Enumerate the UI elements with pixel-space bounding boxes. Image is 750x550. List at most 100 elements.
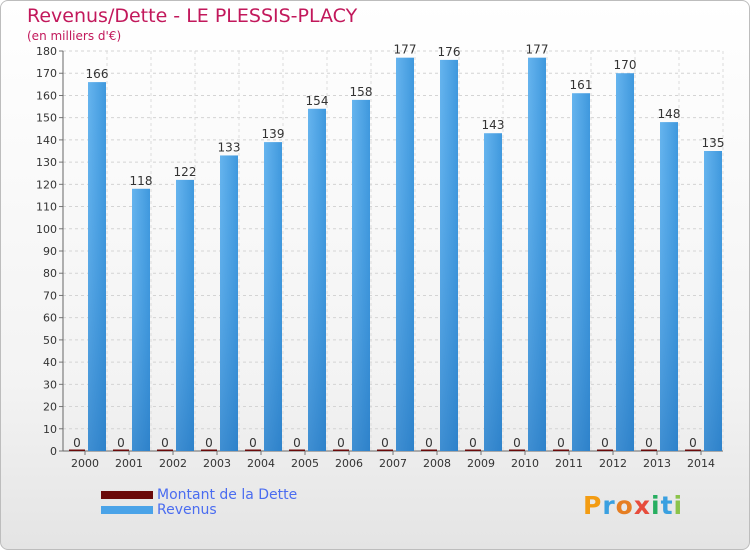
revenue-bar-shade <box>220 155 238 451</box>
revenue-bar-shade <box>484 133 502 451</box>
debt-value-label: 0 <box>601 436 609 450</box>
revenue-value-label: 133 <box>218 140 241 154</box>
revenue-value-label: 177 <box>394 43 417 57</box>
debt-value-label: 0 <box>73 436 81 450</box>
y-tick-label: 60 <box>43 312 57 325</box>
debt-value-label: 0 <box>469 436 477 450</box>
chart-title: Revenus/Dette - LE PLESSIS-PLACY <box>27 5 358 27</box>
x-tick-label: 2012 <box>599 457 627 470</box>
logo-letter: x <box>633 491 651 520</box>
debt-bar <box>289 449 305 451</box>
y-tick-label: 20 <box>43 401 57 414</box>
debt-bar <box>685 449 701 451</box>
x-tick-label: 2003 <box>203 457 231 470</box>
revenue-value-label: 158 <box>350 85 373 99</box>
debt-bar <box>597 449 613 451</box>
x-tick-label: 2001 <box>115 457 143 470</box>
y-tick-label: 90 <box>43 245 57 258</box>
y-tick-label: 100 <box>36 223 57 236</box>
y-tick-label: 110 <box>36 201 57 214</box>
x-tick-label: 2009 <box>467 457 495 470</box>
debt-bar <box>201 449 217 451</box>
y-tick-label: 130 <box>36 156 57 169</box>
legend-item-debt: Montant de la Dette <box>101 487 297 503</box>
logo-letter: r <box>602 491 616 520</box>
revenue-value-label: 143 <box>482 118 505 132</box>
x-tick-label: 2000 <box>71 457 99 470</box>
y-tick-label: 50 <box>43 334 57 347</box>
y-tick-label: 80 <box>43 267 57 280</box>
revenue-value-label: 154 <box>306 94 329 108</box>
legend-item-revenue: Revenus <box>101 502 297 518</box>
revenue-value-label: 139 <box>262 127 285 141</box>
debt-value-label: 0 <box>117 436 125 450</box>
logo-letter: t <box>660 491 674 520</box>
x-tick-label: 2005 <box>291 457 319 470</box>
debt-value-label: 0 <box>205 436 213 450</box>
chart-subtitle: (en milliers d'€) <box>27 29 122 43</box>
debt-bar <box>245 449 261 451</box>
revenue-bar-shade <box>572 93 590 451</box>
revenue-value-label: 161 <box>570 78 593 92</box>
logo-letter: P <box>583 491 603 520</box>
debt-value-label: 0 <box>337 436 345 450</box>
revenue-value-label: 176 <box>438 45 461 59</box>
y-tick-label: 70 <box>43 289 57 302</box>
logo-letter: i <box>651 491 661 520</box>
proxiti-logo: Proxiti <box>583 491 683 520</box>
revenue-value-label: 148 <box>658 107 681 121</box>
revenue-value-label: 135 <box>702 136 725 150</box>
x-tick-label: 2008 <box>423 457 451 470</box>
y-tick-label: 150 <box>36 112 57 125</box>
debt-value-label: 0 <box>425 436 433 450</box>
x-tick-label: 2002 <box>159 457 187 470</box>
revenue-value-label: 170 <box>614 58 637 72</box>
debt-bar <box>641 449 657 451</box>
y-tick-label: 160 <box>36 89 57 102</box>
debt-bar <box>157 449 173 451</box>
revenue-bar-shade <box>352 99 370 451</box>
logo-letter: o <box>615 491 634 520</box>
labels: 0 10 20 30 40 50 60 70 80 90 100 110 120 130 140 150 160… <box>36 43 724 470</box>
revenue-bar-shade <box>132 188 150 451</box>
debt-value-label: 0 <box>161 436 169 450</box>
debt-value-label: 0 <box>689 436 697 450</box>
revenue-bar-shade <box>616 73 634 451</box>
debt-value-label: 0 <box>557 436 565 450</box>
y-tick-label: 120 <box>36 178 57 191</box>
revenue-bar-shade <box>396 57 414 452</box>
x-tick-label: 2007 <box>379 457 407 470</box>
revenue-bar-shade <box>660 122 678 451</box>
debt-value-label: 0 <box>645 436 653 450</box>
revenue-bar-shade <box>176 179 194 451</box>
debt-bar <box>465 449 481 451</box>
revenue-bar-shade <box>440 59 458 452</box>
bars <box>69 57 722 452</box>
y-tick-label: 10 <box>43 423 57 436</box>
x-tick-label: 2006 <box>335 457 363 470</box>
revenue-bar-shade <box>264 142 282 451</box>
revenue-value-label: 118 <box>130 174 153 188</box>
debt-value-label: 0 <box>513 436 521 450</box>
x-tick-label: 2014 <box>687 457 715 470</box>
y-tick-label: 0 <box>50 445 57 458</box>
debt-value-label: 0 <box>293 436 301 450</box>
revenue-value-label: 177 <box>526 43 549 57</box>
debt-value-label: 0 <box>249 436 257 450</box>
y-tick-label: 180 <box>36 45 57 58</box>
debt-bar <box>113 449 129 451</box>
revenue-bar-shade <box>88 82 106 451</box>
debt-value-label: 0 <box>381 436 389 450</box>
revenue-bar-shade <box>528 57 546 452</box>
x-tick-label: 2013 <box>643 457 671 470</box>
y-tick-label: 140 <box>36 134 57 147</box>
debt-bar <box>553 449 569 451</box>
revenue-bar-shade <box>704 151 722 451</box>
x-tick-label: 2011 <box>555 457 583 470</box>
legend-swatch-debt <box>101 490 153 499</box>
revenue-value-label: 122 <box>174 165 197 179</box>
revenue-value-label: 166 <box>86 67 109 81</box>
x-tick-label: 2004 <box>247 457 275 470</box>
